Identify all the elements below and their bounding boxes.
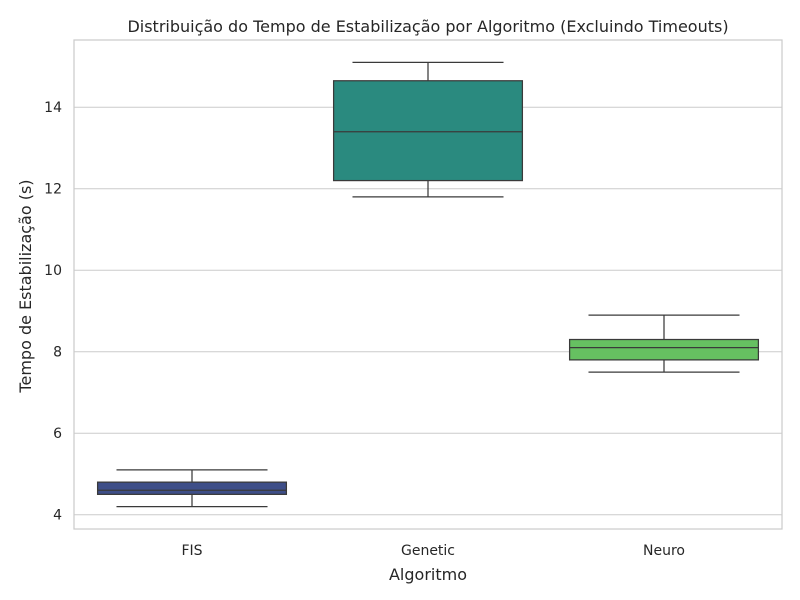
box-iqr <box>568 338 760 361</box>
y-tick-label: 10 <box>44 263 62 279</box>
y-tick-label: 12 <box>44 182 62 198</box>
y-tick-label: 6 <box>53 426 62 442</box>
x-tick-label: FIS <box>181 543 202 559</box>
y-axis-label: Tempo de Estabilização (s) <box>16 179 35 393</box>
box-iqr <box>96 481 288 495</box>
x-axis-label: Algoritmo <box>389 565 467 584</box>
y-tick-label: 4 <box>53 508 62 524</box>
box-group <box>332 61 524 198</box>
plot-frame <box>73 39 783 530</box>
x-tick-labels: FIS Genetic Neuro <box>181 543 685 559</box>
box-group <box>96 469 288 508</box>
box-iqr <box>332 80 524 182</box>
x-tick-label: Genetic <box>401 543 455 559</box>
box-series <box>96 61 760 508</box>
y-tick-label: 8 <box>53 345 62 361</box>
chart-title: Distribuição do Tempo de Estabilização p… <box>127 17 728 36</box>
y-tick-label: 14 <box>44 100 62 116</box>
y-tick-labels: 4 6 8 10 12 14 <box>44 100 62 524</box>
box-group <box>568 314 760 373</box>
x-tick-label: Neuro <box>643 543 685 559</box>
